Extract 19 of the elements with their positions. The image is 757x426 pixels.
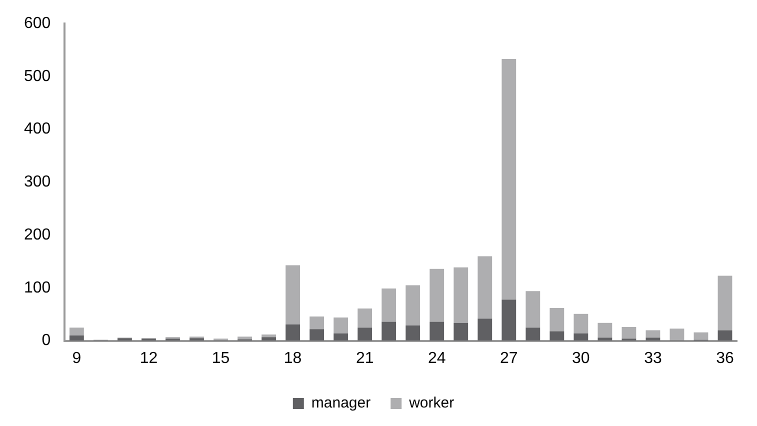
x-tick-label: 36 <box>716 350 734 367</box>
x-tick-label: 15 <box>212 350 230 367</box>
x-tick-label: 18 <box>284 350 302 367</box>
y-tick-label: 600 <box>24 15 51 32</box>
y-tick-label: 400 <box>24 120 51 138</box>
legend-label: worker <box>408 394 454 412</box>
x-tick-label: 12 <box>140 350 158 367</box>
y-tick-label: 500 <box>24 68 51 85</box>
legend-label: manager <box>311 394 371 412</box>
y-tick-label: 200 <box>24 226 51 244</box>
x-tick-label: 27 <box>500 350 518 367</box>
x-tick-label: 33 <box>644 350 662 367</box>
y-tick-label: 300 <box>24 174 51 191</box>
x-tick-label: 9 <box>72 350 82 367</box>
y-tick-label: 100 <box>24 279 51 296</box>
y-tick-label: 0 <box>42 332 51 350</box>
x-tick-label: 30 <box>572 350 590 367</box>
x-tick-label: 21 <box>356 350 374 367</box>
x-tick-label: 24 <box>428 350 446 367</box>
